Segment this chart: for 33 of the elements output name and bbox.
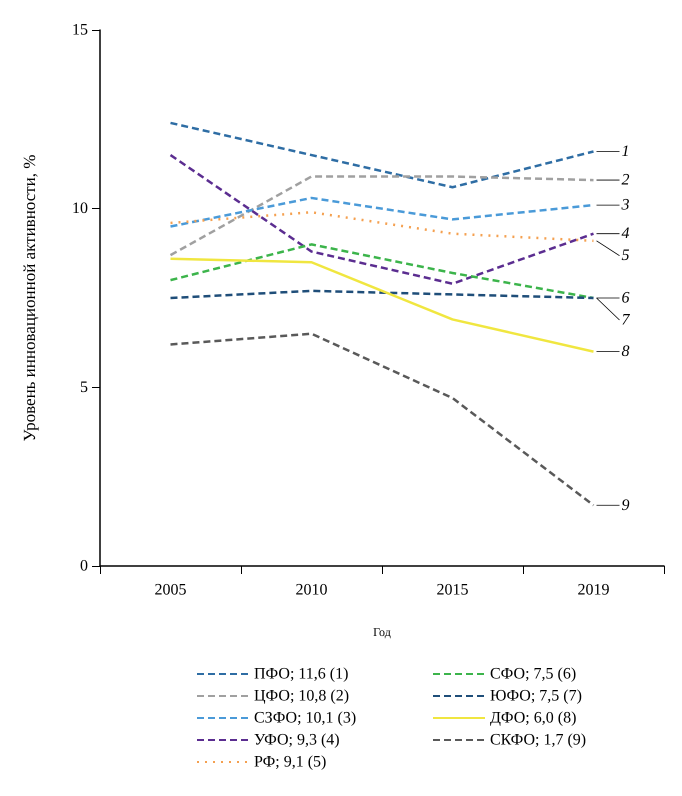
x-tick-label: 2010 (296, 582, 328, 598)
annotation: 3 (620, 196, 630, 214)
legend-label: РФ; 9,1 (5) (254, 754, 326, 770)
legend-label: ДФО; 6,0 (8) (490, 710, 576, 726)
annotation: 8 (622, 343, 630, 360)
line-series (169, 210, 595, 242)
annotation: 9 (622, 496, 630, 514)
legend-label: СЗФО; 10,1 (3) (254, 710, 356, 726)
annotation: 1 (622, 142, 630, 160)
line-series (169, 332, 595, 507)
annotation: 4 (622, 225, 630, 242)
x-tick-label: 2015 (436, 582, 468, 598)
annotation: 6 (622, 290, 630, 306)
x-axis-title: Год (373, 625, 391, 639)
y-tick-label: 5 (80, 378, 88, 396)
y-tick-label: 10 (72, 200, 88, 218)
legend-label: ЦФО; 10,8 (2) (254, 688, 350, 704)
legend-label: СФО; 7,5 (6) (490, 666, 576, 682)
line-series (169, 154, 595, 285)
y-tick-label: 15 (72, 22, 88, 38)
legend-label: ЮФО; 7,5 (7) (490, 688, 582, 704)
y-axis-title: Уровень инновационной активности, % (20, 154, 39, 442)
legend-label: СКФО; 1,7 (9) (490, 732, 586, 748)
annotation: 2 (622, 172, 630, 189)
legend-label: ПФО; 11,6 (1) (254, 666, 348, 682)
annotation: 7 (622, 312, 630, 328)
x-tick-label: 2005 (154, 582, 186, 598)
line-series (169, 257, 595, 353)
legend-label: УФО; 9,3 (4) (254, 732, 340, 748)
y-tick-label: 0 (80, 558, 88, 574)
line-series (169, 122, 595, 188)
annotation: 5 (622, 247, 630, 264)
x-tick-label: 2019 (578, 582, 610, 598)
